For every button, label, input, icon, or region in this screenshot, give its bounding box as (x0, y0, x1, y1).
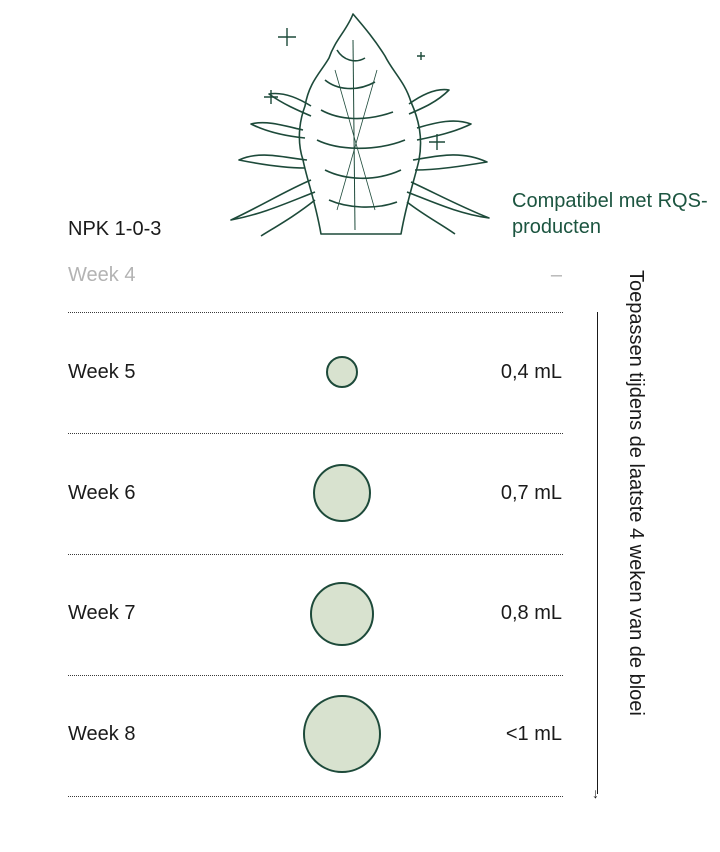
sparkle-icon (264, 28, 445, 150)
week-label: Week 5 (68, 361, 136, 383)
dose-dot (310, 582, 374, 646)
cannabis-plant-icon (230, 13, 490, 237)
dose-value: 0,8 mL (500, 602, 562, 624)
timeline-line (597, 312, 598, 794)
dose-value: 0,4 mL (500, 361, 562, 383)
row-divider (68, 312, 563, 313)
down-arrow-icon: ↓ (592, 785, 599, 801)
npk-ratio: NPK 1-0-3 (68, 218, 162, 240)
week-label: Week 6 (68, 482, 136, 504)
dose-value: – (550, 264, 562, 286)
application-period-note: Toepassen tijdens de laatste 4 weken van… (625, 270, 647, 716)
row-divider (68, 675, 563, 676)
row-divider (68, 796, 563, 797)
dose-dot (303, 695, 381, 773)
dose-dot (313, 464, 371, 522)
dose-value: <1 mL (505, 723, 562, 745)
week-label: Week 8 (68, 723, 136, 745)
dose-dot (326, 356, 358, 388)
dose-value: 0,7 mL (500, 482, 562, 504)
week-label: Week 4 (68, 264, 136, 286)
row-divider (68, 433, 563, 434)
compatibility-note: Compatibel met RQS-producten (512, 190, 708, 238)
row-divider (68, 554, 563, 555)
week-label: Week 7 (68, 602, 136, 624)
